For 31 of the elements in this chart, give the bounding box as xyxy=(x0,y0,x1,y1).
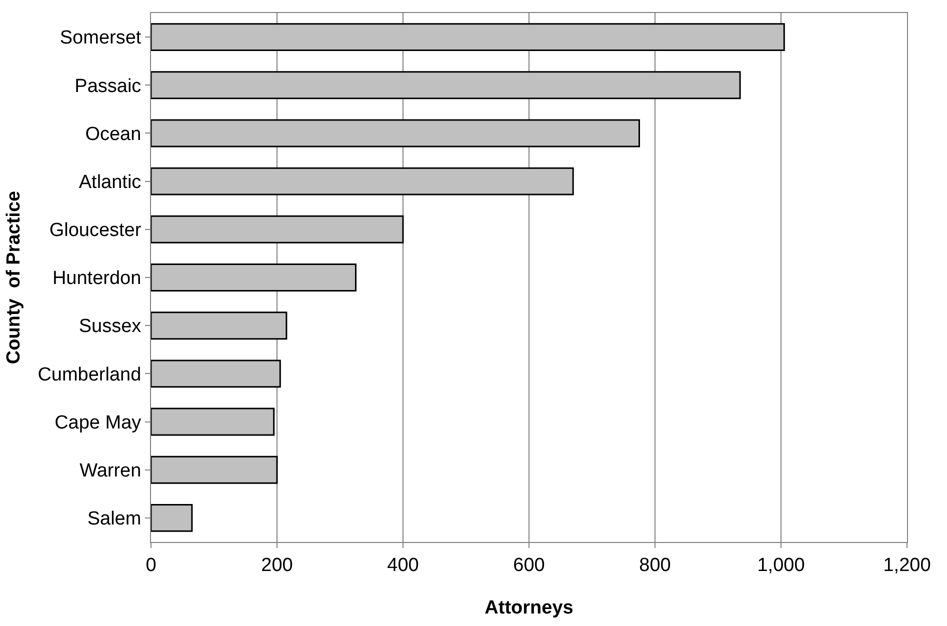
x-tick-label: 800 xyxy=(639,554,671,576)
x-tick-label: 1,200 xyxy=(883,554,931,576)
y-tick-label: Atlantic xyxy=(78,172,142,193)
bar xyxy=(151,264,356,292)
y-tick-label: Warren xyxy=(80,460,142,482)
y-tick-label: Cape May xyxy=(54,412,142,434)
bar xyxy=(151,504,193,532)
x-axis-title: Attorneys xyxy=(484,598,574,619)
y-tick-label: Ocean xyxy=(85,124,142,145)
y-tick-label: Cumberland xyxy=(38,364,142,386)
bar xyxy=(151,167,574,196)
x-tick-label: 600 xyxy=(513,554,545,576)
bar xyxy=(151,456,278,484)
x-tick-label: 400 xyxy=(387,554,419,576)
y-tick-label: Passaic xyxy=(74,76,142,97)
bar xyxy=(151,215,404,244)
bar xyxy=(151,119,640,148)
bar xyxy=(151,71,741,100)
y-tick-label: Gloucester xyxy=(49,220,142,242)
bar xyxy=(151,408,275,436)
bar xyxy=(151,23,785,52)
x-tick-label: 200 xyxy=(261,554,293,576)
y-tick-label: Salem xyxy=(87,508,142,530)
y-tick-label: Somerset xyxy=(60,28,142,49)
x-tick-label: 1,000 xyxy=(757,554,805,576)
y-tick-label: Hunterdon xyxy=(52,268,142,290)
x-tick-label: 0 xyxy=(146,554,156,576)
bar xyxy=(151,360,281,388)
bar xyxy=(151,312,288,340)
y-axis-title: County of Practice xyxy=(4,190,25,364)
y-tick-label: Sussex xyxy=(78,316,142,338)
